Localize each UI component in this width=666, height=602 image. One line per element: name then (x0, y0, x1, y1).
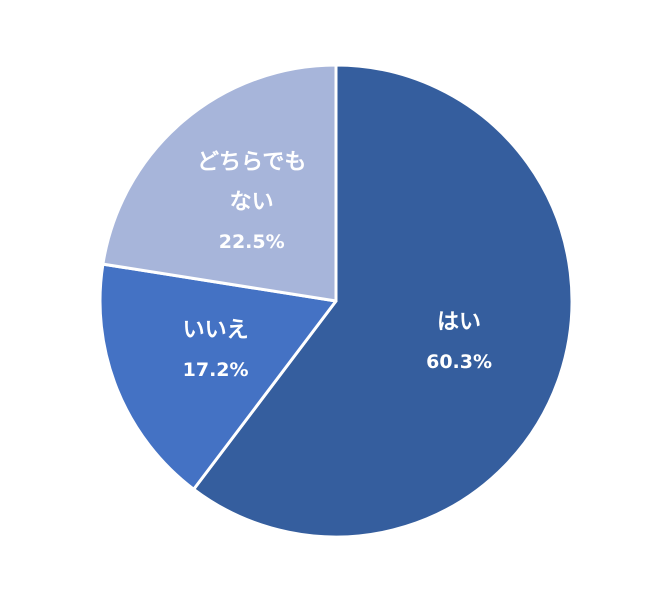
pie-slice (98, 262, 338, 491)
category-label: いいえ (182, 317, 249, 343)
value-label: 17.2% (182, 358, 249, 381)
slice-label: いいえ 17.2% (156, 311, 276, 389)
value-label: 60.3% (426, 351, 493, 374)
value-label: 22.5% (218, 231, 285, 254)
slice-label: どちらでもない 22.5% (192, 143, 312, 261)
slice-label: はい 60.3% (399, 303, 519, 381)
category-label: どちらでもない (197, 150, 307, 216)
pie-slice (192, 63, 574, 539)
pie-slice (101, 63, 338, 303)
category-label: はい (437, 310, 482, 336)
